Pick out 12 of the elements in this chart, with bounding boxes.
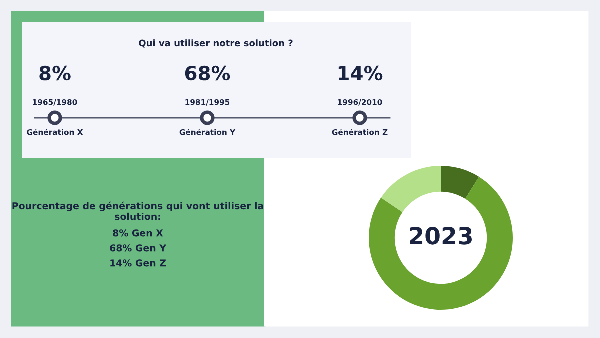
donut-slice (381, 166, 441, 212)
text: 14% Gen Z (110, 260, 166, 267)
donut-slice (441, 166, 480, 199)
text: 14% (338, 66, 383, 81)
text: 8% Gen X (113, 230, 164, 237)
donut-slice (369, 176, 513, 310)
text: 2023 (410, 226, 472, 245)
text: 68% (185, 66, 230, 81)
text: 68% Gen Y (110, 244, 167, 252)
text: 8% (40, 66, 71, 81)
text: Qui va utiliser notre solution ? (139, 40, 293, 48)
text: Pourcentage de générations qui vont utiliser la solution: (12, 202, 264, 220)
